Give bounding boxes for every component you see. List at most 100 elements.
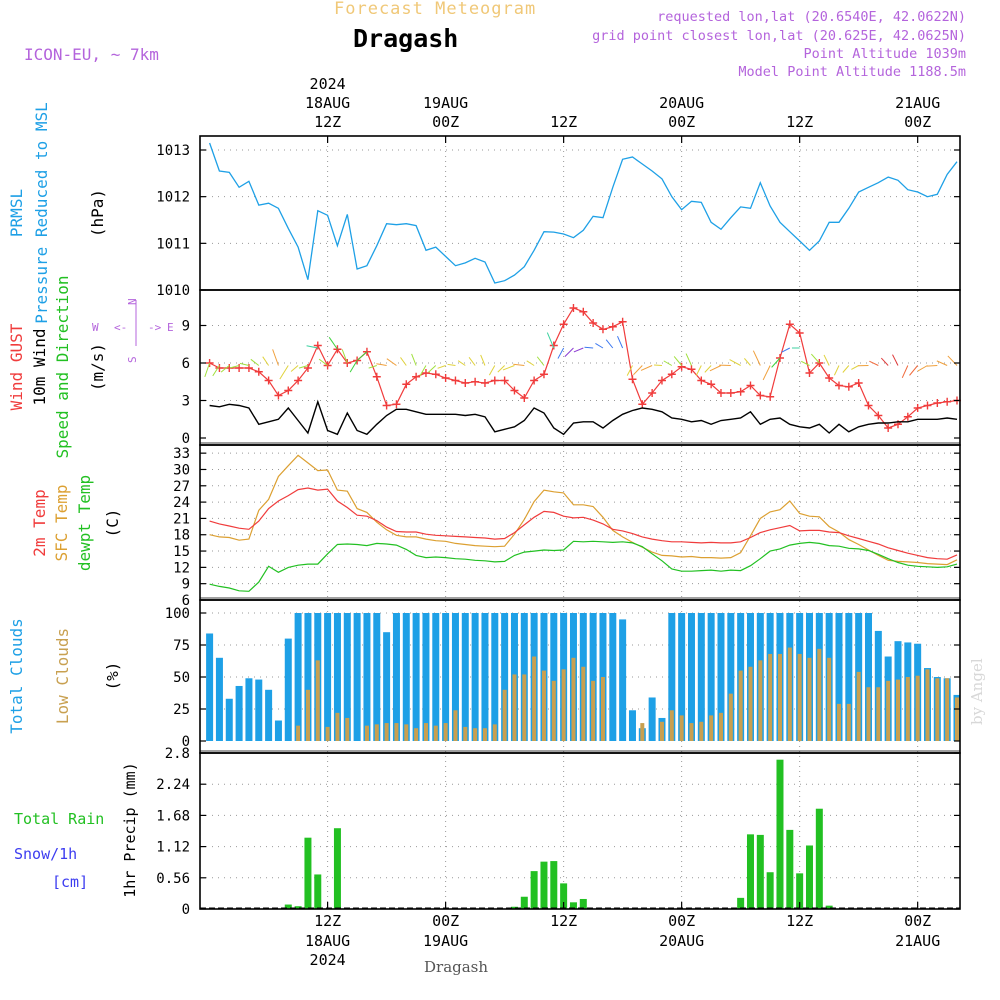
y-tick-label: 0 [182,902,190,918]
wind-arrow [617,335,624,349]
gust-marker [716,389,725,397]
total-cloud-bar [619,619,627,741]
total-clouds-label: Total Clouds [7,618,26,734]
wind-arrow [851,365,859,370]
time-date-top: 20AUG [659,94,704,112]
wind-unit: (m/s) [88,343,107,391]
time-date-top: 21AUG [895,94,940,112]
low-cloud-bar [866,687,871,741]
rain-bar [540,861,548,909]
compass-south: S [126,356,139,363]
gust-marker [471,377,480,386]
time-hour-top: 12Z [786,113,813,131]
wind-arrow [752,350,761,366]
wind-arrow [229,365,240,369]
wind-arrow [842,365,850,373]
gust-marker [382,401,391,410]
wind-arrow [869,360,879,366]
wind-arrow [595,342,604,349]
total-cloud-bar [471,613,479,741]
gust-marker [549,341,558,350]
sfc-temp-label: SFC Temp [52,484,71,561]
total-cloud-bar [265,689,273,741]
compass-east-arrow: -> [148,321,162,334]
wind-arrow [368,365,377,369]
gust-marker [825,374,834,382]
low-cloud-bar [502,689,507,741]
wind-arrow [239,362,250,366]
y-tick-label: 2.8 [165,746,190,762]
low-cloud-bar [551,680,556,741]
temp2m-line [209,487,958,560]
total-cloud-bar [383,632,391,741]
total-cloud-bar [707,613,715,741]
low-cloud-bar [846,703,851,741]
y-tick-label: 1.12 [156,840,190,856]
time-date-bottom: 19AUG [423,932,468,950]
rain-label: Total Rain [14,810,104,828]
total-cloud-bar [451,613,459,741]
low-cloud-bar [709,715,714,741]
y-tick-label: 0.56 [156,871,190,887]
wind-arrow [250,358,260,366]
y-tick-label: 1012 [156,190,190,206]
time-hour-top: 00Z [668,113,695,131]
y-tick-label: 27 [173,479,190,495]
y-tick-label: 24 [173,495,190,511]
y-tick-label: 6 [182,356,190,372]
total-cloud-bar [245,678,253,741]
gust-marker [785,320,794,329]
gust-marker [667,370,676,379]
gust-marker [421,369,430,377]
y-tick-label: 21 [173,511,190,527]
wind-arrow [909,365,919,376]
rain-bar [776,759,784,909]
low-cloud-bar [797,653,802,741]
total-cloud-bar [628,710,636,741]
grid-point-coords: grid point closest lon,lat (20.625E, 42.… [592,28,966,44]
gust-marker [254,367,263,376]
y-tick-label: 0 [182,734,190,750]
wind-arrow [306,345,318,349]
rain-bar [766,872,774,909]
gust-marker [264,376,273,385]
gust-marker [284,386,293,395]
low-cloud-bar [738,670,743,741]
wind-arrow [673,356,683,366]
gust-marker [480,379,489,387]
wind-arrow [880,357,889,366]
wind-arrow [704,365,712,373]
wind-arrow [833,365,840,376]
wind-arrow [823,354,830,366]
wind-arrow [497,365,505,373]
y-tick-label: 18 [173,528,190,544]
rain-bar [805,845,813,909]
low-cloud-bar [768,653,773,741]
low-cloud-bar [453,710,458,741]
total-cloud-bar [461,613,469,741]
gust-marker [343,359,352,367]
gust-marker [490,376,499,385]
wind-arrow [936,360,948,366]
sfc-temp-line [209,454,958,566]
wind-arrow [605,339,614,349]
gust-marker [451,376,460,385]
y-tick-label: 50 [173,670,190,686]
total-cloud-bar [678,613,686,741]
low-cloud-bar [384,723,389,741]
gust-marker [648,389,657,397]
pressure-label: Pressure Reduced to MSL [32,102,51,324]
gust-marker [372,372,381,381]
rain-bar [314,874,322,909]
wind-arrow [272,349,279,366]
snow-label: Snow/1h [14,845,77,863]
time-date-bottom: 18AUG [305,932,350,950]
wind-arrow [457,360,466,366]
wind-arrow [328,337,338,350]
wind-arrow [917,365,928,372]
gust-marker [766,392,775,401]
low-cloud-bar [296,725,301,741]
gust-marker [638,400,647,409]
wind-arrow [626,365,633,376]
